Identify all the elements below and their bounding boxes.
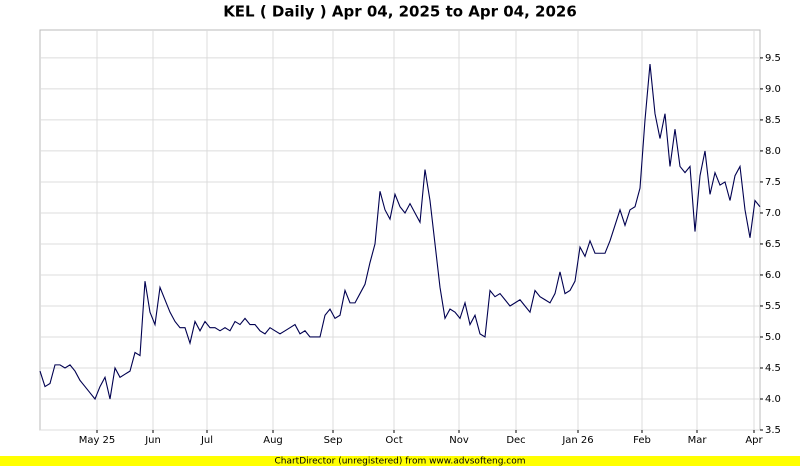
y-tick-label: 6.0 xyxy=(765,270,781,281)
y-tick-label: 8.0 xyxy=(765,146,781,157)
x-tick-label: Mar xyxy=(688,435,708,446)
x-tick-label: Oct xyxy=(385,435,402,446)
footer-bar xyxy=(0,456,800,466)
x-tick-label: Apr xyxy=(745,435,763,446)
y-tick-label: 5.5 xyxy=(765,301,781,312)
y-tick-label: 9.0 xyxy=(765,84,781,95)
y-tick-label: 4.5 xyxy=(765,363,781,374)
x-tick-label: Aug xyxy=(263,435,283,446)
x-tick-label: Jun xyxy=(144,435,161,446)
y-tick-label: 8.5 xyxy=(765,115,781,126)
footer-text: ChartDirector (unregistered) from www.ad… xyxy=(274,457,525,466)
y-tick-label: 5.0 xyxy=(765,332,781,343)
plot-area xyxy=(39,29,761,431)
x-tick-label: Nov xyxy=(449,435,469,446)
x-tick-label: Dec xyxy=(506,435,525,446)
y-tick-label: 3.5 xyxy=(765,425,781,436)
y-tick-label: 9.5 xyxy=(765,53,781,64)
x-tick-label: May 25 xyxy=(79,435,116,446)
x-tick-label: Jul xyxy=(200,435,213,446)
price-line xyxy=(39,64,761,401)
y-tick-label: 6.5 xyxy=(765,239,781,250)
y-tick-label: 4.0 xyxy=(765,394,781,405)
x-tick-label: Sep xyxy=(324,435,343,446)
x-tick-label: Jan 26 xyxy=(561,435,593,446)
y-tick-label: 7.5 xyxy=(765,177,781,188)
x-tick-label: Feb xyxy=(633,435,651,446)
y-tick-label: 7.0 xyxy=(765,208,781,219)
chart-title: KEL ( Daily ) Apr 04, 2025 to Apr 04, 20… xyxy=(223,3,577,21)
